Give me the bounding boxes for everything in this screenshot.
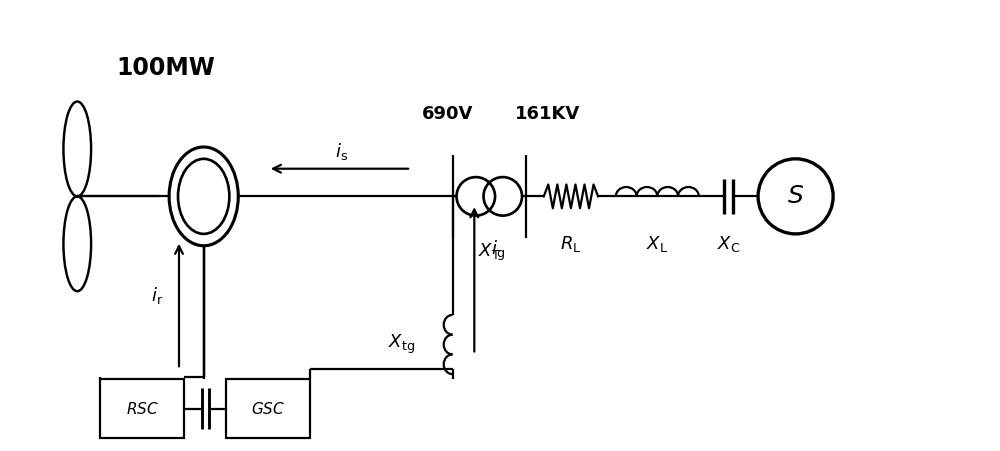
Text: $S$: $S$ <box>787 185 804 208</box>
Text: $R_{\mathrm{L}}$: $R_{\mathrm{L}}$ <box>560 234 582 254</box>
Text: $X_{\mathrm{C}}$: $X_{\mathrm{C}}$ <box>717 234 740 254</box>
Text: 690V: 690V <box>422 106 473 124</box>
Text: $GSC$: $GSC$ <box>251 401 285 417</box>
Text: 100MW: 100MW <box>117 56 216 80</box>
Text: $RSC$: $RSC$ <box>126 401 159 417</box>
Text: $X_{\mathrm{T}}$: $X_{\mathrm{T}}$ <box>478 241 501 261</box>
Bar <box>226 379 310 438</box>
Bar <box>100 379 184 438</box>
Text: $X_{\mathrm{tg}}$: $X_{\mathrm{tg}}$ <box>388 333 415 356</box>
Text: $i_{\mathrm{r}}$: $i_{\mathrm{r}}$ <box>151 285 163 306</box>
Text: 161KV: 161KV <box>515 106 580 124</box>
Text: $i_{\mathrm{g}}$: $i_{\mathrm{g}}$ <box>491 239 505 263</box>
Text: $X_{\mathrm{L}}$: $X_{\mathrm{L}}$ <box>646 234 668 254</box>
Text: $i_{\mathrm{s}}$: $i_{\mathrm{s}}$ <box>335 142 348 162</box>
